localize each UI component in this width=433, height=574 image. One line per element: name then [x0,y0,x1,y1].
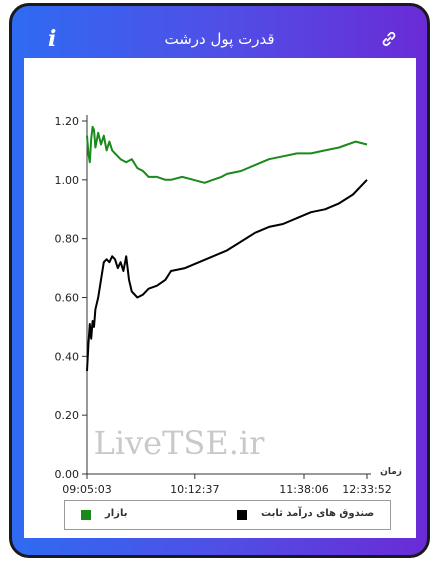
x-tick-label: 09:05:03 [62,483,111,496]
legend-label-market[interactable]: بازار [105,508,128,519]
line-chart: 0.00 0.20 0.40 0.60 0.80 1.00 1.20 09:05:03 10:… [55,115,402,496]
y-tick-label: 0.20 [55,409,80,422]
link-icon[interactable] [381,31,397,51]
chart-panel: 0.00 0.20 0.40 0.60 0.80 1.00 1.20 09:05:03 10:… [24,58,416,538]
x-axis: 09:05:03 10:12:37 11:38:06 12:33:52 [62,473,392,496]
y-tick-label: 0.60 [55,292,80,305]
y-axis: 0.00 0.20 0.40 0.60 0.80 1.00 1.20 [55,115,88,481]
x-tick-label: 11:38:06 [279,483,328,496]
app-window: i قدرت پول درشت 0.00 0.20 0.40 0.60 0.80 1.00… [9,3,430,558]
title-bar: i قدرت پول درشت [12,6,427,56]
y-tick-label: 0.80 [55,233,80,246]
legend: بازار صندوق های درآمد ثابت [64,500,391,530]
y-tick-label: 1.00 [55,174,80,187]
x-axis-label: زمان [380,467,402,477]
page-title: قدرت پول درشت [164,30,275,48]
y-tick-label: 1.20 [55,115,80,128]
info-icon[interactable]: i [48,26,57,52]
x-tick-label: 12:33:52 [342,483,391,496]
legend-swatch-market [81,510,91,520]
series-line-market [86,125,368,184]
y-tick-label: 0.40 [55,350,80,363]
watermark: LiveTSE.ir [94,424,266,462]
x-tick-label: 10:12:37 [170,483,219,496]
y-tick-label: 0.00 [55,468,80,481]
series-layer [86,125,368,372]
legend-label-fund[interactable]: صندوق های درآمد ثابت [261,508,375,519]
series-line-fund [86,179,368,372]
legend-swatch-fund [237,510,247,520]
